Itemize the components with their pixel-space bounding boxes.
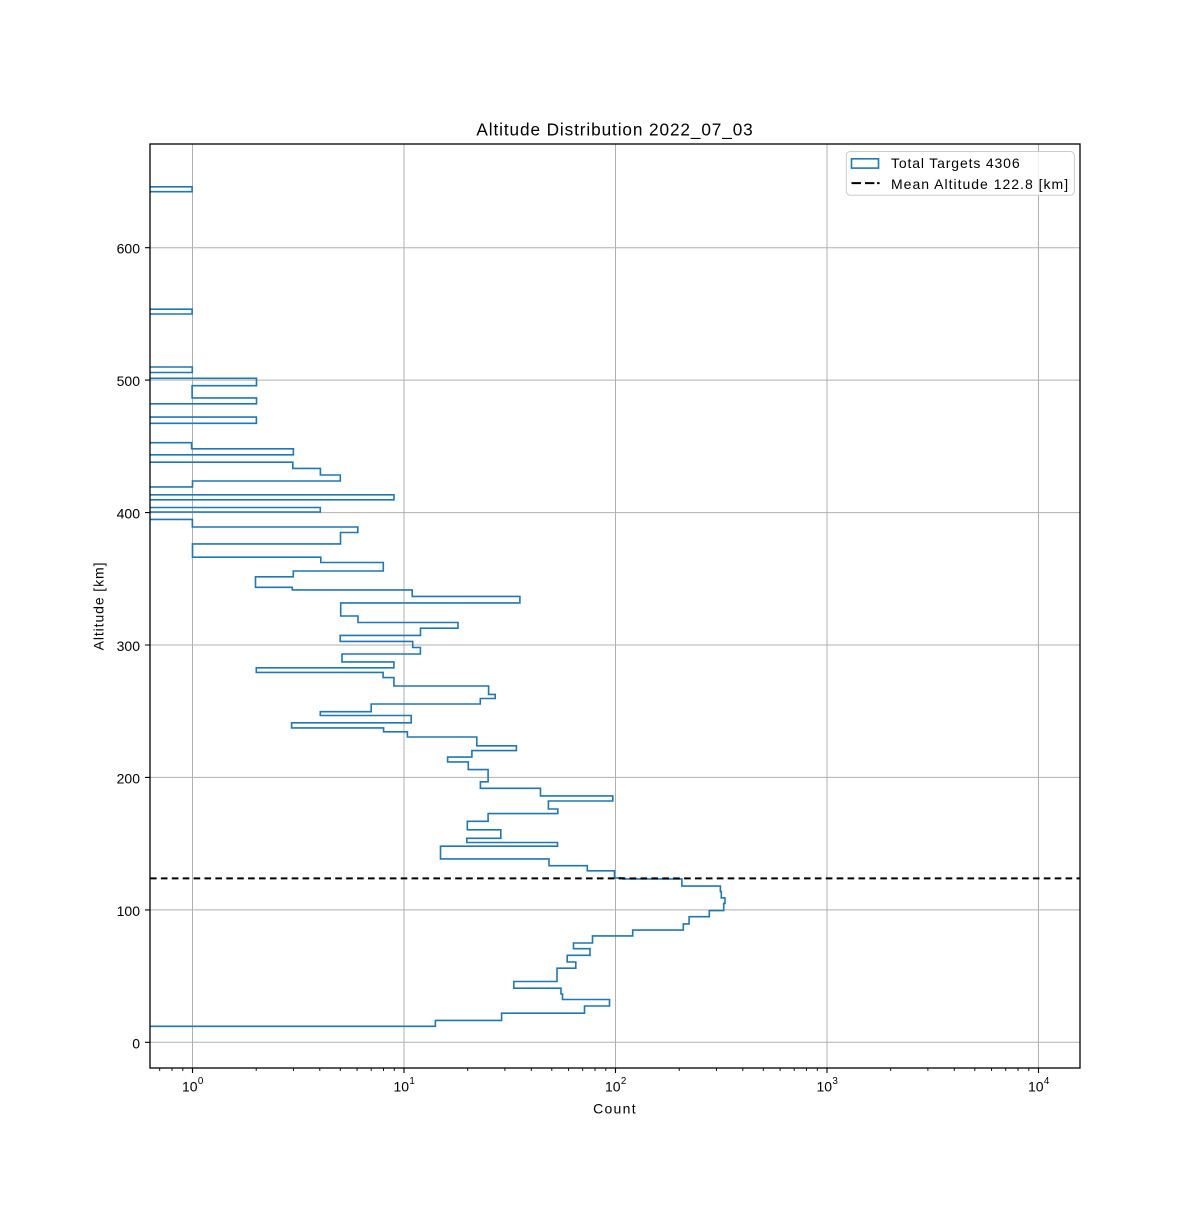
svg-text:10: 10 xyxy=(394,1079,410,1095)
svg-text:500: 500 xyxy=(117,373,141,389)
svg-text:Altitude Distribution 2022_07_: Altitude Distribution 2022_07_03 xyxy=(476,119,753,139)
svg-text:0: 0 xyxy=(198,1076,204,1087)
svg-text:300: 300 xyxy=(117,638,141,654)
svg-text:10: 10 xyxy=(1028,1079,1044,1095)
svg-text:3: 3 xyxy=(832,1076,838,1087)
svg-text:1: 1 xyxy=(409,1076,414,1087)
svg-text:Altitude [km]: Altitude [km] xyxy=(91,562,107,651)
svg-text:Count: Count xyxy=(593,1101,637,1117)
svg-text:0: 0 xyxy=(132,1035,140,1051)
svg-text:600: 600 xyxy=(117,241,141,257)
svg-text:Total Targets 4306: Total Targets 4306 xyxy=(891,155,1020,171)
svg-text:2: 2 xyxy=(621,1076,626,1087)
svg-text:200: 200 xyxy=(117,770,141,786)
svg-text:Mean Altitude 122.8 [km]: Mean Altitude 122.8 [km] xyxy=(891,176,1069,192)
svg-text:100: 100 xyxy=(117,903,141,919)
svg-text:10: 10 xyxy=(182,1079,198,1095)
svg-text:4: 4 xyxy=(1044,1076,1050,1087)
svg-text:10: 10 xyxy=(605,1079,621,1095)
svg-text:400: 400 xyxy=(117,506,141,522)
svg-text:10: 10 xyxy=(817,1079,833,1095)
